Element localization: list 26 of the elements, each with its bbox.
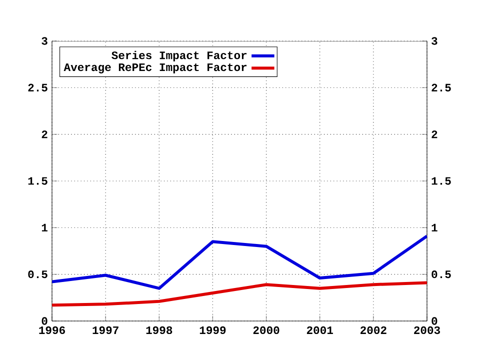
legend-label: Series Impact Factor <box>112 50 247 62</box>
x-tick-label: 1998 <box>146 326 172 334</box>
y-tick-label: 3 <box>42 37 48 45</box>
y-tick-label: 0 <box>42 317 48 325</box>
x-tick-label: 1996 <box>39 326 65 334</box>
y2-tick-label: 3 <box>432 37 438 45</box>
y2-tick-label: 0 <box>432 317 438 325</box>
legend-label: Average RePEc Impact Factor <box>64 63 247 74</box>
y2-tick-label: 0.5 <box>432 270 451 278</box>
x-tick-label: 2003 <box>414 326 440 334</box>
y-tick-label: 1.5 <box>28 177 48 185</box>
x-tick-label: 2000 <box>253 326 280 334</box>
line-series <box>52 234 427 290</box>
x-tick-label: 2002 <box>360 326 386 334</box>
y2-tick-label: 2.5 <box>432 84 451 92</box>
line-series <box>52 281 427 307</box>
y2-tick-label: 2 <box>432 130 438 138</box>
x-tick-label: 1997 <box>92 326 118 334</box>
y-tick-label: 1 <box>42 224 48 232</box>
y-tick-label: 2 <box>42 130 48 138</box>
y-tick-label: 2.5 <box>28 84 48 92</box>
y2-tick-label: 1.5 <box>432 177 451 185</box>
y2-tick-label: 1 <box>432 224 438 232</box>
x-tick-label: 1999 <box>200 326 226 334</box>
x-tick-label: 2001 <box>306 326 333 334</box>
y-tick-label: 0.5 <box>28 270 48 278</box>
